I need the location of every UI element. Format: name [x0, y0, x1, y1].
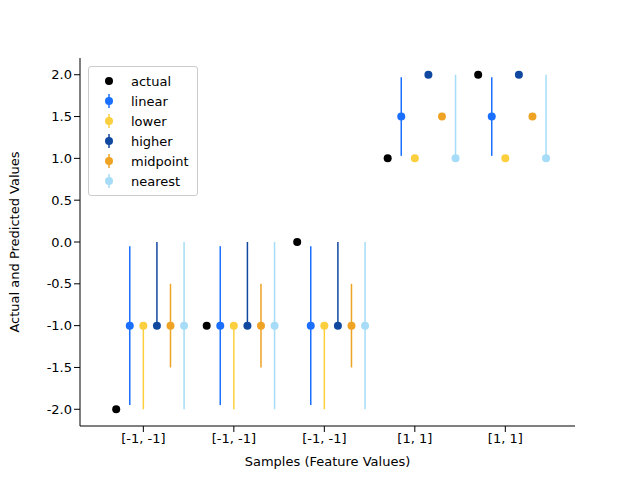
html-text:actual: actual — [131, 73, 171, 89]
svg-text:[-1, -1]: [-1, -1] — [212, 431, 256, 446]
svg-text:1.0: 1.0 — [51, 151, 72, 166]
svg-text:-1.0: -1.0 — [47, 318, 72, 333]
svg-text:0.5: 0.5 — [51, 193, 72, 208]
svg-text:[1, 1]: [1, 1] — [488, 431, 523, 446]
svg-text:Actual and Predicted Values: Actual and Predicted Values — [8, 151, 22, 332]
svg-text:Samples (Feature Values): Samples (Feature Values) — [245, 454, 411, 469]
html-text:nearest: nearest — [131, 173, 181, 189]
html-text:higher: higher — [131, 133, 173, 149]
svg-text:-2.0: -2.0 — [47, 402, 72, 417]
svg-text:[-1, -1]: [-1, -1] — [121, 431, 165, 446]
svg-text:1.5: 1.5 — [51, 109, 72, 124]
svg-text:[1, 1]: [1, 1] — [397, 431, 432, 446]
html-text:linear: linear — [131, 93, 168, 109]
svg-text:[-1, -1]: [-1, -1] — [302, 431, 346, 446]
svg-text:0.0: 0.0 — [51, 235, 72, 250]
html-text:midpoint: midpoint — [131, 153, 189, 169]
svg-text:-1.5: -1.5 — [47, 360, 72, 375]
svg-text:-0.5: -0.5 — [47, 276, 72, 291]
svg-text:2.0: 2.0 — [51, 67, 72, 82]
html-text:lower: lower — [131, 113, 167, 129]
